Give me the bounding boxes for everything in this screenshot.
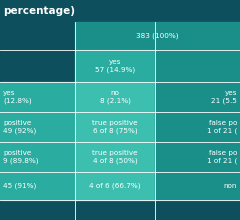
Text: false po
1 of 21 (: false po 1 of 21 ( [207, 150, 237, 164]
Bar [75, 172, 155, 200]
Text: positive
49 (92%): positive 49 (92%) [3, 120, 36, 134]
Bar [155, 50, 240, 82]
Bar [155, 142, 240, 172]
Text: yes
57 (14.9%): yes 57 (14.9%) [95, 59, 135, 73]
Bar [75, 22, 240, 50]
Bar [155, 112, 240, 142]
Bar [155, 172, 240, 200]
Bar [0, 112, 75, 142]
Text: yes
21 (5.5: yes 21 (5.5 [211, 90, 237, 104]
Text: no
8 (2.1%): no 8 (2.1%) [100, 90, 130, 104]
Bar [75, 50, 155, 82]
Bar [0, 50, 75, 82]
Bar [0, 0, 240, 22]
Bar [0, 22, 75, 50]
Text: true positive
6 of 8 (75%): true positive 6 of 8 (75%) [92, 120, 138, 134]
Text: 383 (100%): 383 (100%) [136, 33, 179, 39]
Bar [155, 82, 240, 112]
Text: non: non [224, 183, 237, 189]
Text: 45 (91%): 45 (91%) [3, 183, 36, 189]
Text: false po
1 of 21 (: false po 1 of 21 ( [207, 120, 237, 134]
Text: percentage): percentage) [3, 6, 75, 16]
Text: yes
(12.8%): yes (12.8%) [3, 90, 32, 104]
Bar [75, 82, 155, 112]
Bar [0, 142, 75, 172]
Bar [0, 82, 75, 112]
Text: true positive
4 of 8 (50%): true positive 4 of 8 (50%) [92, 150, 138, 164]
Bar [0, 172, 75, 200]
Text: 4 of 6 (66.7%): 4 of 6 (66.7%) [89, 183, 141, 189]
Text: positive
9 (89.8%): positive 9 (89.8%) [3, 150, 38, 164]
Bar [75, 142, 155, 172]
Bar [75, 112, 155, 142]
